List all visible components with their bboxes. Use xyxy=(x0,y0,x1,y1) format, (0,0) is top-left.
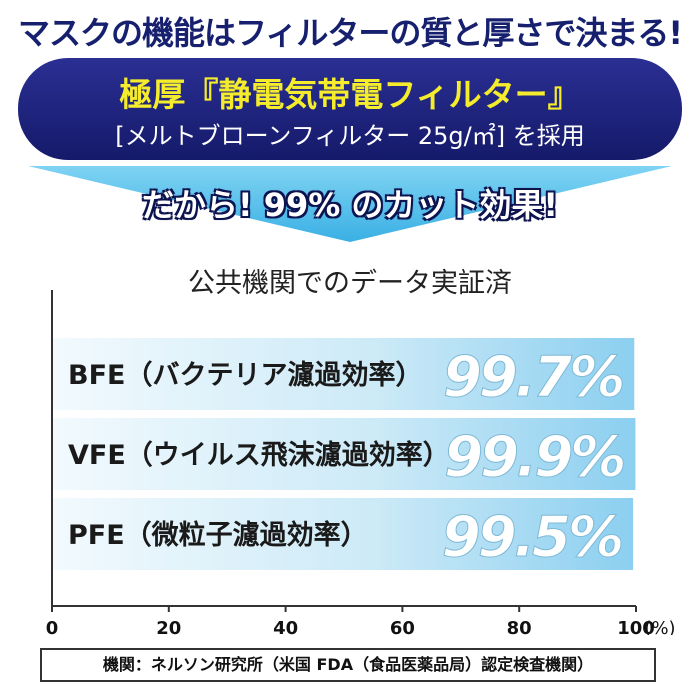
bar-3 xyxy=(52,498,634,570)
filter-banner: 極厚『静電気帯電フィルター』 [メルトブローンフィルター 25g/㎡] を採用 xyxy=(18,58,682,160)
arrow-headline: だから! 99% のカット効果! xyxy=(141,186,559,224)
chart-title: 公共機関でのデータ実証済 xyxy=(188,268,512,299)
x-tick-label-100: 100 xyxy=(617,618,655,635)
x-tick-label-60: 60 xyxy=(390,618,415,635)
category-label-3: PFE（微粒子濾過効率） xyxy=(68,519,368,551)
value-label-2: 99.9% xyxy=(444,425,624,490)
x-tick-label-20: 20 xyxy=(156,618,181,635)
category-label-1: BFE（バクテリア濾過効率） xyxy=(68,359,422,391)
x-tick-label-0: 0 xyxy=(46,618,59,635)
category-label-2: VFE（ウイルス飛沫濾過効率） xyxy=(68,439,450,471)
source-note: 機関：ネルソン研究所（米国 FDA（食品医薬品局）認定検査機関） xyxy=(40,648,656,682)
banner-title: 極厚『静電気帯電フィルター』 xyxy=(119,75,581,114)
x-tick-label-80: 80 xyxy=(507,618,532,635)
value-label-3: 99.5% xyxy=(442,505,622,570)
bar-2 xyxy=(52,418,636,490)
headline: マスクの機能はフィルターの質と厚さで決まる! xyxy=(18,14,683,52)
efficiency-bar-chart: BFE（バクテリア濾過効率） 99.7% VFE（ウイルス飛沫濾過効率）99.9% P… xyxy=(46,290,676,635)
bar-1 xyxy=(52,338,635,410)
x-tick-label-40: 40 xyxy=(273,618,298,635)
banner-subtitle: [メルトブローンフィルター 25g/㎡] を採用 xyxy=(115,122,585,150)
x-axis-unit: (%) xyxy=(644,618,675,635)
down-arrow-shape xyxy=(28,166,672,242)
value-label-1: 99.7% xyxy=(443,345,623,410)
